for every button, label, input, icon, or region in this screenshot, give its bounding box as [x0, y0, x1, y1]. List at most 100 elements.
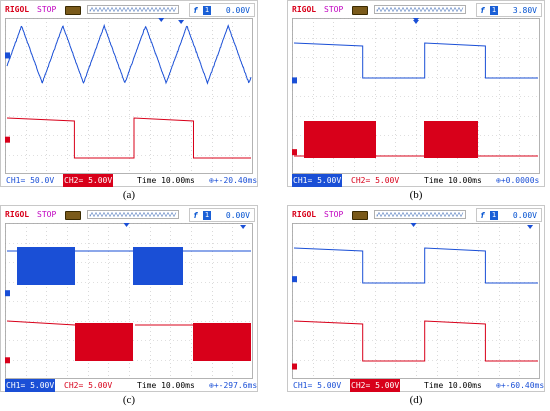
trigger-marker: [410, 223, 417, 227]
run-status: STOP: [324, 5, 344, 14]
figure-caption: (c): [122, 394, 136, 406]
ch1-burst: [17, 247, 75, 285]
trigger-level: 3.80V: [512, 6, 537, 15]
trigger-position-indicator: [87, 210, 179, 219]
ch2-scale: CH2= 5.00V: [63, 174, 114, 187]
trigger-config: f 1 3.80V: [476, 3, 542, 17]
ch2-scale: CH2= 5.00V: [351, 176, 400, 185]
ch1-level-marker: [5, 52, 10, 59]
memory-preview: [89, 6, 177, 13]
run-status: STOP: [324, 210, 344, 219]
figure-caption: (d): [409, 394, 423, 406]
ch1-scale: CH1= 50.0V: [6, 176, 55, 185]
ch1-level-marker: [292, 276, 297, 283]
brand-label: RIGOL: [292, 5, 317, 14]
memory-icon: [65, 6, 81, 15]
tpos-marker: [240, 225, 247, 229]
ch2-level-marker: [292, 363, 297, 370]
trigger-edge-icon: f: [193, 211, 198, 220]
ch2-burst: [75, 323, 133, 361]
trigger-position-indicator: [374, 210, 466, 219]
ch2-burst: [193, 323, 251, 361]
ch2-scale: CH2= 5.00V: [64, 381, 113, 390]
ch2-trace: [6, 117, 251, 159]
trigger-edge-icon: f: [193, 6, 198, 15]
graticule: [5, 223, 253, 379]
ch2-trace: [6, 320, 193, 326]
ch1-scale: CH1= 5.00V: [292, 174, 343, 187]
brand-label: RIGOL: [5, 210, 30, 219]
trigger-source: 1: [490, 211, 498, 220]
scope-screen: RIGOL STOP f 1 0.00V CH1= 5.00V CH2= 5.0…: [287, 205, 545, 392]
channel-readout: CH1= 5.00V CH2= 5.00V Time 10.00ms ⊕+-29…: [3, 379, 257, 392]
run-status: STOP: [37, 210, 57, 219]
time-offset: ⊕+-297.6ms: [209, 381, 258, 390]
memory-preview: [89, 211, 177, 218]
ch2-level-marker: [5, 357, 10, 364]
trigger-edge-icon: f: [480, 6, 485, 15]
ch2-burst: [304, 121, 376, 158]
grid-border: [292, 223, 540, 379]
memory-preview: [376, 211, 464, 218]
trigger-marker: [158, 18, 165, 22]
memory-preview-trace: [376, 6, 464, 13]
trigger-config: f 1 0.00V: [189, 3, 255, 17]
scope-screen: RIGOL STOP f 1 0.00V CH1= 5.00V CH2= 5.0…: [0, 205, 258, 392]
time-offset: ⊕+0.0000s: [496, 176, 540, 185]
trigger-marker: [123, 223, 130, 227]
trigger-position-indicator: [87, 5, 179, 14]
status-bar: RIGOL STOP f 1 0.00V: [3, 208, 255, 222]
grid-border: [5, 18, 253, 174]
status-bar: RIGOL STOP f 1 3.80V: [290, 3, 542, 17]
scope-screen: RIGOL STOP f 1 0.00V CH1= 50.0V CH2= 5.0…: [0, 0, 258, 187]
ch1-level-marker: [292, 77, 297, 84]
status-bar: RIGOL STOP f 1 0.00V: [3, 3, 255, 17]
graticule: [5, 18, 253, 174]
graticule: [292, 223, 540, 379]
ch1-trace: [293, 247, 538, 284]
figure-caption: (a): [122, 189, 136, 201]
ch1-scale: CH1= 5.00V: [293, 381, 342, 390]
trigger-config: f 1 0.00V: [189, 208, 255, 222]
trigger-level: 0.00V: [225, 6, 250, 15]
brand-label: RIGOL: [292, 210, 317, 219]
trigger-source: 1: [490, 6, 498, 15]
channel-readout: CH1= 5.00V CH2= 5.00V Time 10.00ms ⊕+-60…: [290, 379, 544, 392]
ch2-trace: [293, 320, 538, 362]
memory-preview-trace: [89, 6, 177, 13]
brand-label: RIGOL: [5, 5, 30, 14]
ch2-level-marker: [292, 149, 297, 156]
trigger-config: f 1 0.00V: [476, 208, 542, 222]
memory-icon: [352, 211, 368, 220]
trigger-level: 0.00V: [512, 211, 537, 220]
memory-icon: [352, 6, 368, 15]
memory-icon: [65, 211, 81, 220]
ch1-level-marker: [5, 290, 10, 297]
scope-panel-a: RIGOL STOP f 1 0.00V CH1= 50.0V CH2= 5.0…: [0, 0, 258, 201]
channel-readout: CH1= 5.00V CH2= 5.00V Time 10.00ms ⊕+0.0…: [290, 174, 544, 187]
graticule: [292, 18, 540, 174]
ch1-scale: CH1= 5.00V: [5, 379, 56, 392]
trigger-source: 1: [203, 211, 211, 220]
trigger-level: 0.00V: [225, 211, 250, 220]
channel-readout: CH1= 50.0V CH2= 5.00V Time 10.00ms ⊕+-20…: [3, 174, 257, 187]
ch2-level-marker: [5, 136, 10, 143]
ch1-trace: [293, 42, 538, 79]
tpos-marker: [527, 225, 534, 229]
tpos-marker: [178, 20, 185, 24]
timebase: Time 10.00ms: [137, 176, 195, 185]
ch1-trace: [6, 23, 252, 85]
timebase: Time 10.00ms: [137, 381, 195, 390]
scope-panel-c: RIGOL STOP f 1 0.00V CH1= 5.00V CH2= 5.0…: [0, 205, 258, 406]
ch2-scale: CH2= 5.00V: [350, 379, 401, 392]
memory-preview-trace: [89, 211, 177, 218]
scope-panel-b: RIGOL STOP f 1 3.80V CH1= 5.00V CH2= 5.0…: [287, 0, 545, 201]
time-offset: ⊕+-20.40ms: [209, 176, 258, 185]
figure-caption: (b): [409, 189, 423, 201]
trigger-source: 1: [203, 6, 211, 15]
trigger-position-indicator: [374, 5, 466, 14]
memory-preview-trace: [376, 211, 464, 218]
memory-preview: [376, 6, 464, 13]
ch1-burst: [133, 247, 183, 285]
trigger-edge-icon: f: [480, 211, 485, 220]
